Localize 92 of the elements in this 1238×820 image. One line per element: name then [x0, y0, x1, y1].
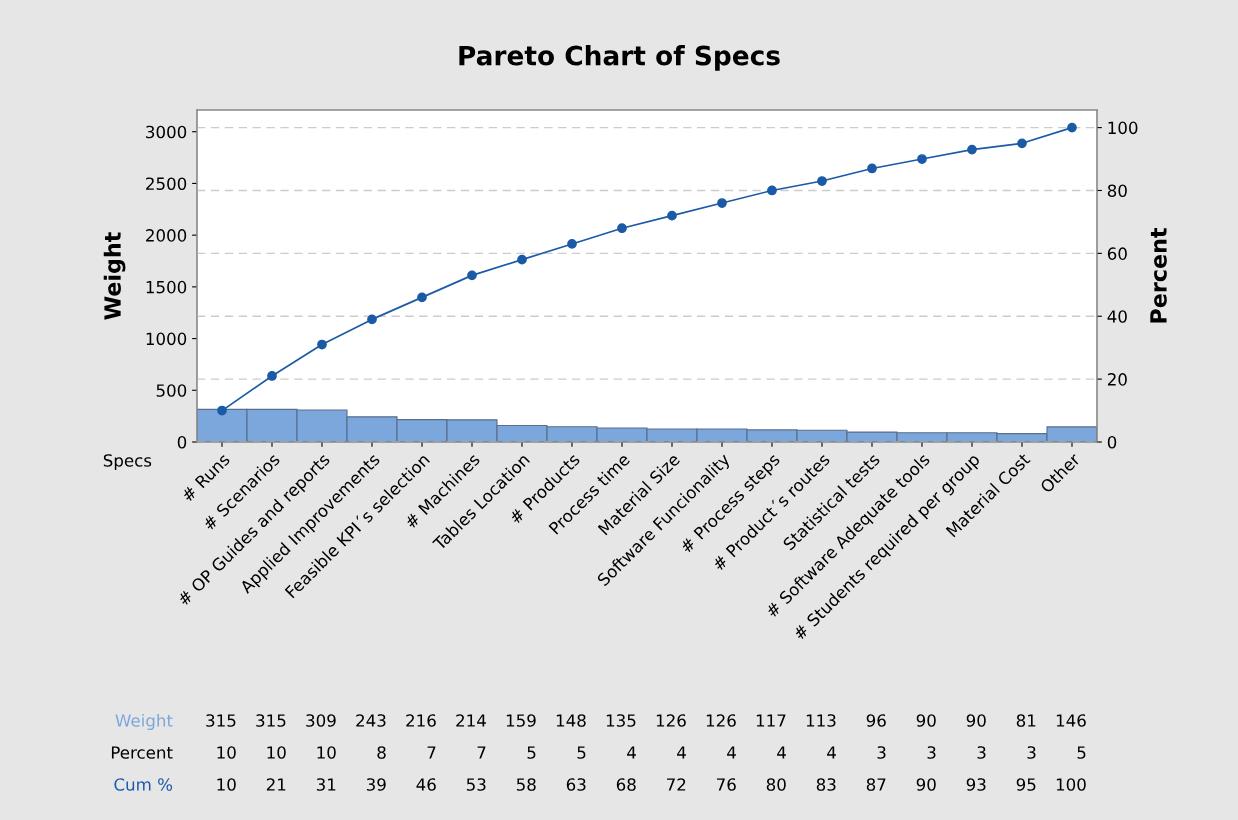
data-label: 81 [1016, 714, 1036, 727]
text: 4 [677, 746, 686, 759]
point [867, 163, 877, 174]
text: 10 [217, 746, 236, 759]
data-label: 53 [466, 778, 486, 791]
point [267, 371, 277, 381]
data-label: 90 [966, 714, 986, 727]
data-label: 214 [456, 714, 486, 727]
data-label: 243 [356, 714, 386, 727]
point [517, 254, 527, 265]
data-label: 58 [516, 778, 536, 791]
y2-tick-label: 40 [1107, 310, 1127, 323]
text: 3 [927, 746, 936, 759]
point [667, 210, 677, 221]
y2-tick-label: 20 [1107, 373, 1127, 386]
data-label: 126 [656, 714, 686, 727]
point [817, 176, 827, 186]
point [1067, 122, 1077, 133]
point [567, 239, 577, 249]
data-label: 126 [706, 714, 736, 727]
y2-axis-title: Percent [1150, 228, 1167, 323]
data-label: 90 [916, 714, 936, 727]
y-tick-label: 500 [156, 384, 187, 397]
y-tick-label: 2500 [146, 177, 187, 190]
data-label: 39 [366, 778, 386, 791]
data-label: 87 [866, 778, 886, 791]
y2-tick-label: 0 [1107, 435, 1117, 449]
text: 4 [777, 746, 786, 759]
y-tick-label: 1000 [146, 332, 187, 346]
data-label: 117 [756, 714, 786, 727]
text: 3 [977, 746, 986, 759]
y-tick-label: 1500 [146, 280, 187, 294]
x-axis-title: Specs [103, 454, 152, 470]
point [1017, 138, 1027, 149]
data-label: 216 [406, 714, 436, 727]
text: 7 [427, 746, 436, 759]
data-label: 80 [766, 778, 786, 791]
data-label: 31 [316, 778, 336, 791]
data-label: 159 [506, 714, 536, 727]
y2-tick-label: 80 [1107, 184, 1127, 198]
data-label: 21 [266, 778, 286, 791]
y-tick-label: 2000 [146, 229, 187, 242]
data-label: 309 [306, 714, 336, 727]
text: 4 [827, 746, 836, 759]
text: 4 [627, 746, 636, 759]
point [967, 144, 977, 155]
y-tick-label: 3000 [146, 125, 187, 139]
text: 10 [317, 746, 336, 759]
data-label: 100 [1056, 778, 1086, 791]
y2-tick-label: 100 [1108, 121, 1138, 135]
data-label: 68 [616, 778, 636, 791]
point [367, 314, 377, 325]
text: 5 [527, 746, 536, 759]
text: 8 [377, 746, 386, 759]
point [467, 270, 477, 281]
data-label: 148 [556, 714, 586, 727]
text: 5 [1077, 746, 1086, 759]
text: 10 [267, 746, 286, 759]
text: Weight [115, 713, 173, 731]
y-tick-label: 0 [177, 435, 187, 449]
data-label: 83 [816, 778, 836, 791]
data-label: 46 [416, 778, 436, 791]
point [717, 198, 727, 208]
point [917, 154, 927, 164]
data-label: 93 [966, 778, 986, 791]
data-label: 315 [256, 714, 286, 727]
point [317, 339, 327, 350]
point [617, 223, 627, 234]
data-label: 95 [1016, 778, 1036, 791]
text: 4 [727, 746, 736, 759]
text: Percent [111, 746, 173, 759]
data-label: 113 [806, 714, 836, 727]
text: Cum % [114, 778, 173, 791]
text: 5 [577, 746, 586, 759]
data-label: 96 [866, 714, 886, 727]
y2-tick-label: 60 [1107, 247, 1127, 260]
data-label: 315 [206, 714, 236, 727]
data-label: 72 [667, 778, 686, 791]
point [417, 292, 427, 303]
chart-title: Pareto Chart of Specs [459, 45, 780, 71]
point [217, 405, 227, 416]
data-label: 10 [217, 778, 236, 791]
data-label: 135 [606, 714, 636, 727]
point [767, 185, 777, 196]
data-label: 90 [916, 778, 936, 791]
data-label: 76 [717, 778, 736, 791]
data-label: 146 [1056, 714, 1086, 727]
text: 3 [877, 746, 886, 759]
text: 7 [477, 746, 486, 759]
text: 3 [1027, 746, 1036, 759]
y-axis-title: Weight [103, 232, 126, 320]
data-label: 63 [566, 778, 586, 791]
